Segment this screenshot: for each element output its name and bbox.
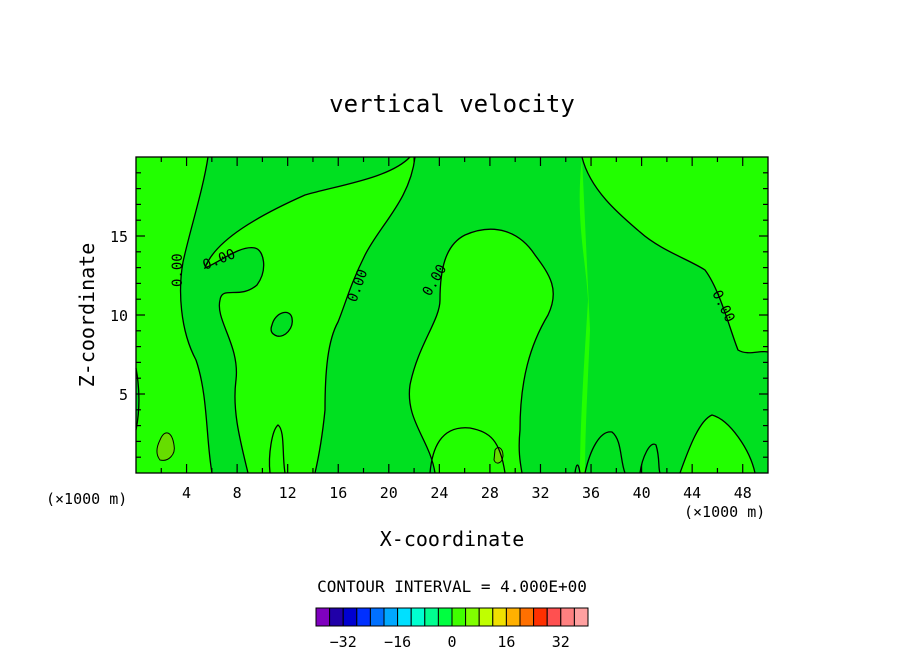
y-axis: 5 10 15: [110, 172, 768, 458]
colorbar-tick-label: 32: [552, 633, 570, 651]
negative-region-right: [582, 157, 768, 473]
colorbar-swatch: [342, 607, 358, 627]
x-units-right: (×1000 m): [684, 503, 765, 521]
x-tick-label: 48: [734, 484, 752, 502]
y-tick-label: 5: [119, 386, 128, 404]
x-tick-label: 28: [481, 484, 499, 502]
x-tick-label: 12: [279, 484, 297, 502]
y-axis-label: Z-coordinate: [75, 243, 99, 388]
colorbar-swatch: [492, 607, 507, 627]
colorbar-swatch: [410, 607, 426, 627]
x-tick-label: 36: [582, 484, 600, 502]
colorbar-swatch: [573, 607, 589, 627]
colorbar-swatch: [519, 607, 535, 627]
colorbar-labels: −32 −16 0 16 32: [330, 633, 570, 651]
colorbar: [315, 607, 589, 627]
colorbar-swatch: [560, 607, 575, 627]
colorbar-swatch: [383, 607, 399, 627]
positive-blob-1: [156, 432, 175, 461]
colorbar-swatch: [356, 607, 371, 627]
x-tick-label: 16: [329, 484, 347, 502]
plot-area: 0.00 0.00 0.00 0.00 0.00: [135, 156, 769, 474]
colorbar-swatch: [329, 607, 344, 627]
x-tick-label: 44: [683, 484, 701, 502]
chart-title: vertical velocity: [329, 90, 575, 118]
x-tick-label: 40: [633, 484, 651, 502]
x-units-left: (×1000 m): [46, 490, 127, 508]
negative-region-mid: [315, 157, 588, 473]
colorbar-swatch: [546, 607, 562, 627]
colorbar-tick-label: 16: [497, 633, 515, 651]
x-tick-label: 24: [430, 484, 448, 502]
colorbar-swatch: [533, 607, 548, 627]
colorbar-swatch: [451, 607, 467, 627]
colorbar-swatch: [437, 607, 453, 627]
x-tick-label: 20: [380, 484, 398, 502]
y-tick-label: 15: [110, 228, 128, 246]
colorbar-swatch: [315, 607, 331, 627]
colorbar-tick-label: 0: [447, 633, 456, 651]
colorbar-swatch: [478, 607, 494, 627]
x-axis-label: X-coordinate: [380, 527, 525, 551]
zero-contours: [135, 156, 769, 474]
colorbar-swatch: [397, 607, 412, 627]
x-tick-label: 4: [182, 484, 191, 502]
colorbar-swatch: [465, 607, 480, 627]
y-tick-label: 10: [110, 307, 128, 325]
x-axis: 4 8 12 16 20 24 28 32 36 40 44 48: [160, 157, 752, 502]
colorbar-tick-label: −16: [384, 633, 411, 651]
negative-region-left: [180, 157, 410, 473]
x-tick-label: 8: [233, 484, 242, 502]
colorbar-swatch: [369, 607, 385, 627]
colorbar-swatch: [505, 607, 521, 627]
x-tick-label: 32: [531, 484, 549, 502]
colorbar-swatch: [424, 607, 439, 627]
colorbar-tick-label: −32: [330, 633, 357, 651]
contour-label: 0.00: [170, 253, 186, 287]
contour-interval: CONTOUR INTERVAL = 4.000E+00: [317, 577, 587, 596]
closed-contour-12km: [270, 311, 293, 337]
